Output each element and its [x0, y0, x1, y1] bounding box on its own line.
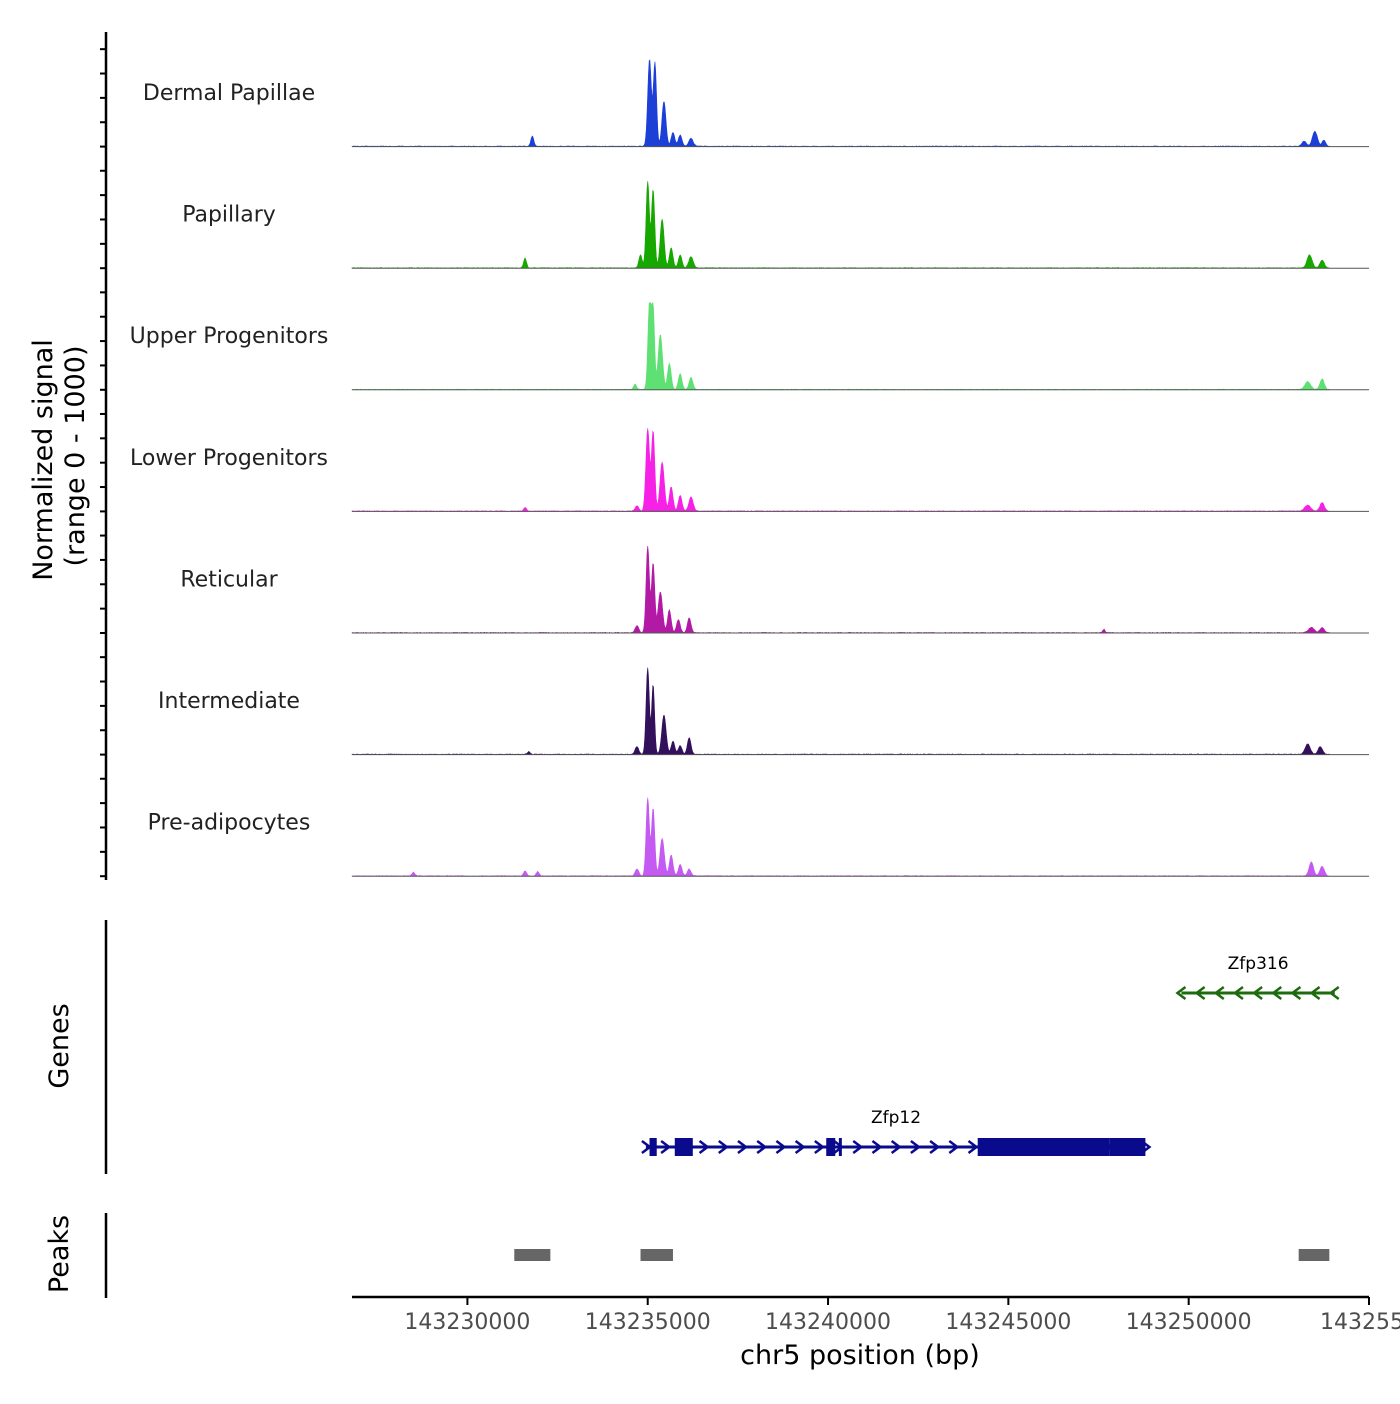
x-axis-tick-label: 143250000 — [1126, 1310, 1252, 1335]
gene-strand-chevron — [718, 1140, 729, 1154]
gene-strand-chevron — [1194, 986, 1206, 1000]
gene-zfp316: Zfp316 — [1175, 954, 1340, 1000]
gene-strand-chevron — [1290, 986, 1302, 1000]
y-axis-title: Normalized signal (range 0 - 1000) — [28, 339, 91, 581]
track-papillary: Papillary — [182, 181, 1369, 269]
track-label: Papillary — [182, 203, 276, 228]
track-signal-area — [351, 302, 1330, 391]
gene-strand-chevron — [967, 1140, 979, 1154]
peaks-panel-title: Peaks — [44, 1215, 75, 1293]
gene-strand-chevron — [871, 1140, 883, 1154]
track-dermal-papillae: Dermal Papillae — [143, 59, 1369, 148]
gene-strand-chevron — [890, 1140, 902, 1154]
track-upper-progenitors: Upper Progenitors — [130, 302, 1369, 391]
track-signal-area — [351, 797, 1330, 877]
gene-strand-chevron — [1309, 986, 1321, 1000]
gene-strand-chevron — [814, 1140, 825, 1154]
track-signal-area — [351, 428, 1330, 512]
gene-strand-chevron — [1252, 986, 1263, 1000]
gene-strand-chevron — [929, 1140, 941, 1154]
genes-panel: Genes Zfp316 Zfp12 — [44, 920, 1340, 1174]
gene-strand-chevron — [794, 1140, 806, 1154]
track-label: Reticular — [180, 567, 278, 592]
gene-strand-chevron — [852, 1140, 864, 1154]
track-label: Pre-adipocytes — [148, 811, 311, 836]
signal-tracks: Dermal Papillae Papillary Upper Progenitor… — [130, 59, 1369, 877]
gene-zfp12: Zfp12 — [641, 1108, 1152, 1156]
gene-exon-block — [674, 1138, 693, 1156]
peak-region-bar — [1298, 1249, 1330, 1261]
gene-exon-block — [1109, 1138, 1146, 1156]
track-label: Dermal Papillae — [143, 81, 315, 106]
gene-exon-block — [977, 1138, 1110, 1156]
track-reticular: Reticular — [180, 545, 1369, 634]
gene-strand-chevron — [1328, 986, 1340, 1000]
gene-strand-chevron — [833, 1140, 845, 1154]
gene-strand-chevron — [737, 1140, 749, 1154]
gene-exon-block — [649, 1138, 657, 1156]
track-lower-progenitors: Lower Progenitors — [130, 428, 1369, 512]
peak-region-bar — [514, 1249, 551, 1261]
genes-panel-title: Genes — [44, 1003, 75, 1088]
track-intermediate: Intermediate — [158, 667, 1369, 756]
gene-label: Zfp316 — [1228, 954, 1289, 974]
track-label: Intermediate — [158, 689, 300, 714]
track-signal-area — [351, 545, 1330, 634]
gene-exon-block — [826, 1138, 836, 1156]
track-label: Upper Progenitors — [130, 324, 329, 349]
track-signal-area — [351, 667, 1330, 755]
x-axis-tick-label: 1432550 — [1320, 1310, 1400, 1335]
x-axis-tick-label: 143240000 — [765, 1310, 891, 1335]
peak-region-bar — [640, 1249, 673, 1261]
track-signal-area — [351, 59, 1330, 147]
track-pre-adipocytes: Pre-adipocytes — [148, 797, 1369, 877]
y-axis-title-line1: Normalized signal — [28, 339, 59, 581]
x-axis: 143230000 143235000 143240000 143245000 1432… — [352, 1295, 1400, 1335]
peaks-panel: Peaks — [44, 1213, 1330, 1298]
x-axis-tick-label: 143230000 — [404, 1310, 530, 1335]
gene-exon-block — [838, 1138, 842, 1156]
gene-strand-chevron — [1213, 986, 1225, 1000]
gene-strand-chevron — [660, 1140, 672, 1154]
gene-strand-chevron — [1175, 986, 1187, 1000]
signal-y-axis — [100, 32, 108, 880]
gene-strand-chevron — [1232, 986, 1244, 1000]
gene-strand-chevron — [948, 1140, 960, 1154]
track-label: Lower Progenitors — [130, 446, 328, 471]
x-axis-title: chr5 position (bp) — [740, 1340, 980, 1371]
x-axis-tick-label: 143235000 — [585, 1310, 711, 1335]
gene-strand-chevron — [1271, 986, 1283, 1000]
gene-strand-chevron — [756, 1140, 768, 1154]
gene-label: Zfp12 — [871, 1108, 921, 1128]
gene-strand-chevron — [698, 1140, 710, 1154]
gene-strand-chevron — [910, 1140, 921, 1154]
x-axis-tick-label: 143245000 — [945, 1310, 1071, 1335]
track-signal-area — [351, 181, 1330, 269]
gene-strand-chevron — [775, 1140, 787, 1154]
y-axis-title-line2: (range 0 - 1000) — [60, 346, 91, 567]
